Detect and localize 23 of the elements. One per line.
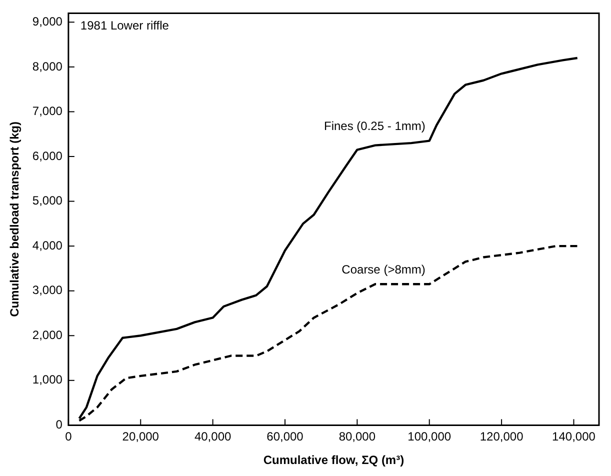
y-tick-label: 1,000 <box>32 372 63 387</box>
y-tick-label: 8,000 <box>32 59 63 74</box>
y-axis-title: Cumulative bedload transport (kg) <box>8 122 22 317</box>
x-tick-label: 60,000 <box>266 430 304 444</box>
x-axis-title: Cumulative flow, ΣQ (m³) <box>263 453 404 468</box>
y-tick-label: 4,000 <box>32 238 63 252</box>
x-tick-label: 140,000 <box>552 430 596 444</box>
x-tick-label: 20,000 <box>122 430 160 444</box>
x-tick-label: 80,000 <box>338 430 376 444</box>
y-tick-label: 9,000 <box>32 14 63 28</box>
y-tick-label: 7,000 <box>32 104 63 118</box>
y-tick-label: 5,000 <box>32 194 63 208</box>
series-label: Fines (0.25 - 1mm) <box>324 119 426 134</box>
y-tick-label: 3,000 <box>32 283 63 298</box>
y-tick-label: 6,000 <box>32 148 63 163</box>
x-tick-label: 40,000 <box>194 430 232 444</box>
y-tick-label: 0 <box>56 418 63 432</box>
x-tick-label: 0 <box>65 430 72 444</box>
series-label: Coarse (>8mm) <box>342 262 426 276</box>
x-tick-label: 100,000 <box>408 430 452 444</box>
y-tick-label: 2,000 <box>32 328 63 342</box>
x-tick-label: 120,000 <box>480 430 524 444</box>
annotation: 1981 Lower riffle <box>80 18 170 33</box>
